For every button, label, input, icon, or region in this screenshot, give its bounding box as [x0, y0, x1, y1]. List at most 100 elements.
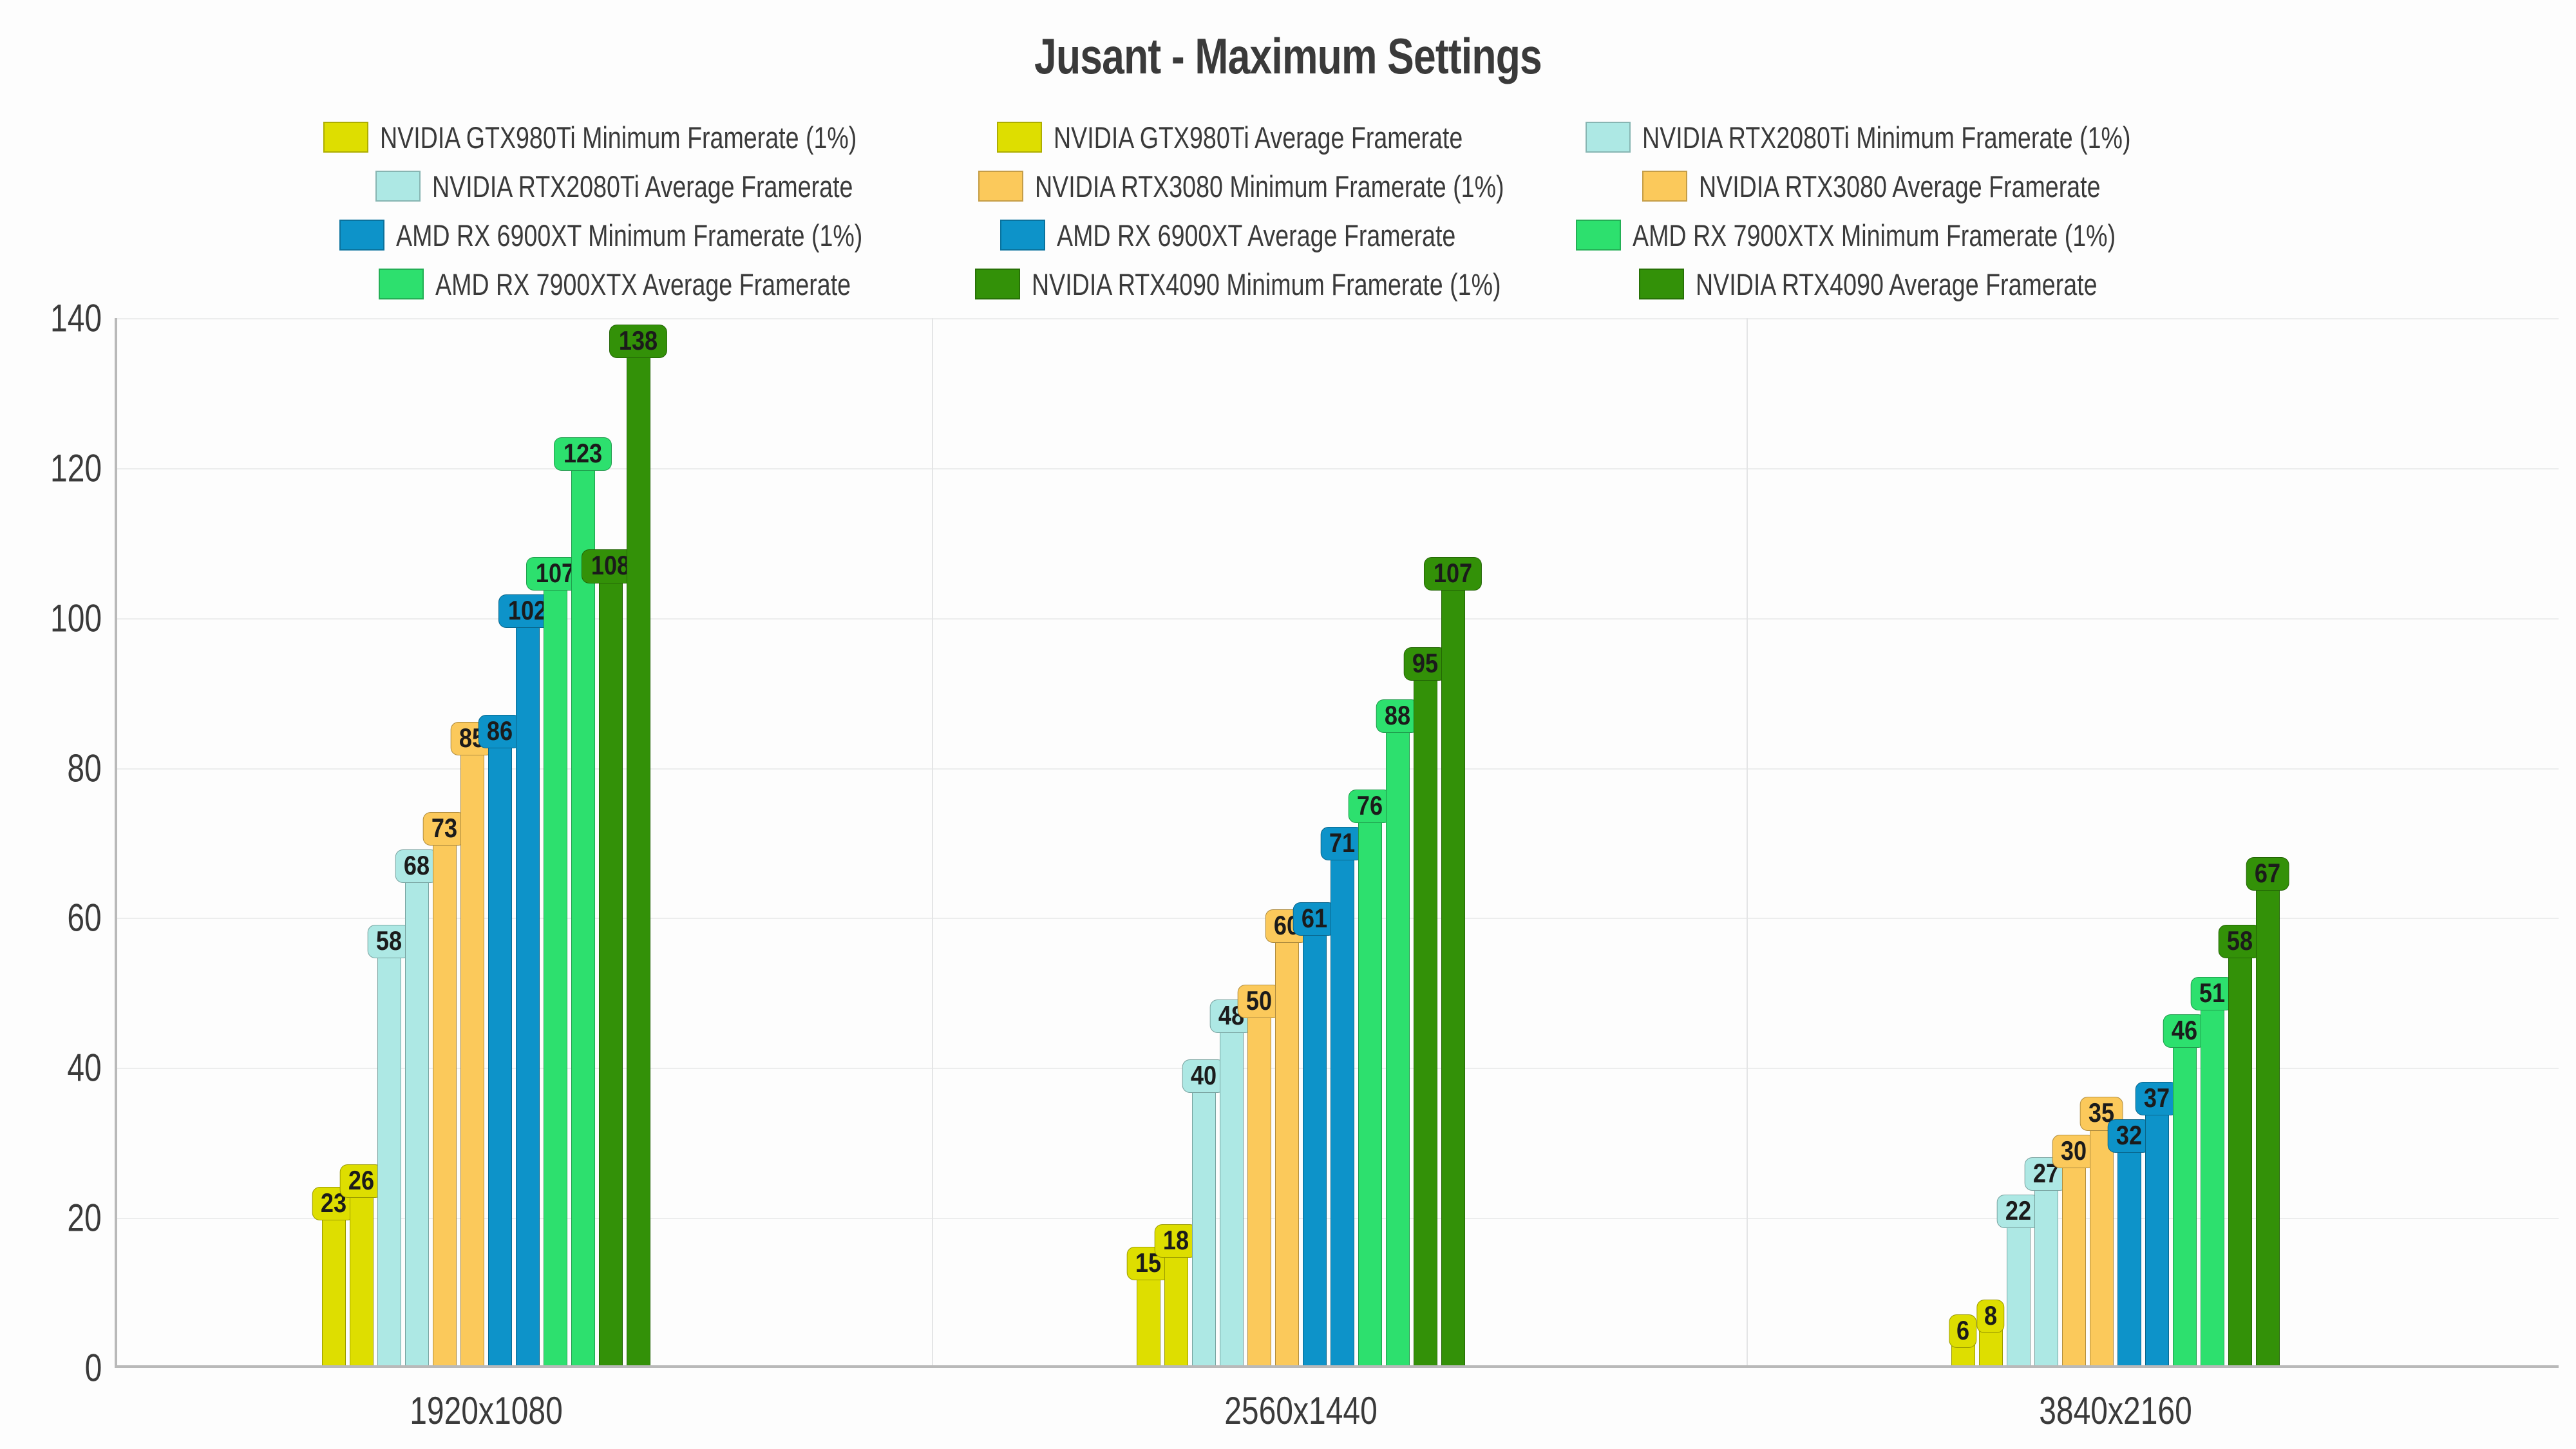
bar[interactable]: 102 — [498, 594, 557, 1365]
legend-item-label: AMD RX 7900XTX Minimum Framerate (1%) — [1632, 218, 2116, 252]
chart-title: Jusant - Maximum Settings — [1034, 28, 1542, 84]
legend-item[interactable]: NVIDIA GTX980Ti Average Framerate — [996, 120, 1565, 155]
y-axis-tick-label: 120 — [50, 446, 102, 490]
bar-value-label: 76 — [1348, 790, 1392, 824]
bar[interactable]: 46 — [2163, 1014, 2206, 1365]
legend-swatch-icon — [323, 122, 369, 153]
x-axis-tick-label: 3840x2160 — [2038, 1389, 2192, 1432]
bar[interactable]: 107 — [1423, 557, 1482, 1365]
bar[interactable]: 26 — [339, 1164, 383, 1365]
bar[interactable]: 71 — [1320, 827, 1364, 1365]
y-axis-tick-label: 0 — [84, 1346, 102, 1390]
legend-item-label: NVIDIA RTX3080 Minimum Framerate (1%) — [1035, 169, 1504, 204]
legend-swatch-icon — [375, 171, 421, 202]
gridline — [117, 618, 2559, 620]
bar-value-label: 71 — [1320, 827, 1364, 861]
bar[interactable]: 68 — [395, 849, 439, 1365]
legend-swatch-icon — [996, 122, 1042, 153]
bar[interactable]: 61 — [1293, 902, 1336, 1365]
legend-item[interactable]: NVIDIA RTX3080 Minimum Framerate (1%) — [978, 169, 1622, 204]
legend-swatch-icon — [978, 171, 1024, 202]
legend-row: NVIDIA GTX980Ti Minimum Framerate (1%) NV… — [97, 113, 2479, 162]
legend-swatch-icon — [1638, 269, 1684, 299]
bar[interactable]: 23 — [312, 1187, 355, 1365]
bar[interactable]: 48 — [1209, 999, 1253, 1365]
bar-value-label: 107 — [1423, 557, 1482, 591]
legend-item-label: NVIDIA RTX2080Ti Average Framerate — [431, 169, 853, 204]
group-separator — [1747, 318, 1748, 1365]
bar-value-label: 18 — [1154, 1224, 1198, 1258]
bar[interactable]: 60 — [1265, 909, 1309, 1365]
bar[interactable]: 51 — [2190, 977, 2234, 1365]
legend-item[interactable]: AMD RX 7900XTX Minimum Framerate (1%) — [1575, 218, 2237, 253]
bar[interactable]: 58 — [2218, 924, 2262, 1365]
bar[interactable]: 138 — [609, 325, 668, 1365]
bar-value-label: 95 — [1403, 647, 1447, 681]
plot-area: 0 20 40 60 80 100 120 140 23 26 58 68 73 85 86 102 107 1… — [50, 297, 2559, 1432]
bar-value-label: 86 — [478, 714, 522, 748]
bar[interactable]: 107 — [526, 557, 585, 1365]
gridline — [117, 318, 2559, 319]
bar[interactable]: 30 — [2052, 1134, 2096, 1365]
bar[interactable]: 8 — [1976, 1299, 2005, 1365]
legend-item-label: NVIDIA GTX980Ti Minimum Framerate (1%) — [380, 120, 857, 155]
legend-swatch-icon — [1585, 122, 1631, 153]
bar[interactable]: 27 — [2024, 1157, 2068, 1365]
legend-item[interactable]: NVIDIA GTX980Ti Minimum Framerate (1%) — [323, 120, 976, 155]
bar[interactable]: 6 — [1949, 1314, 1977, 1365]
bar-value-label: 22 — [1996, 1194, 2040, 1228]
bar[interactable]: 85 — [450, 722, 494, 1365]
bar[interactable]: 76 — [1348, 790, 1392, 1365]
y-axis-tick-label: 140 — [50, 296, 102, 340]
legend-item[interactable]: AMD RX 6900XT Minimum Framerate (1%) — [339, 218, 979, 253]
legend-swatch-icon — [378, 269, 424, 299]
legend-item-label: NVIDIA RTX3080 Average Framerate — [1699, 169, 2101, 204]
bar[interactable]: 67 — [2246, 857, 2289, 1365]
bar[interactable]: 37 — [2135, 1082, 2179, 1365]
bar[interactable]: 50 — [1237, 984, 1281, 1365]
legend-swatch-icon — [1575, 220, 1621, 251]
bar[interactable]: 95 — [1403, 647, 1447, 1365]
bar-value-label: 51 — [2190, 977, 2234, 1011]
legend-swatch-icon — [975, 269, 1021, 299]
y-axis-tick-label: 100 — [50, 596, 102, 640]
bar[interactable]: 15 — [1126, 1247, 1170, 1365]
bar[interactable]: 18 — [1154, 1224, 1198, 1365]
bar-value-label: 32 — [2107, 1119, 2151, 1153]
legend-item[interactable]: NVIDIA RTX2080Ti Average Framerate — [375, 169, 958, 204]
bar[interactable]: 123 — [553, 437, 612, 1365]
bar-value-label: 67 — [2246, 857, 2289, 891]
legend-item[interactable]: AMD RX 7900XTX Average Framerate — [378, 267, 954, 302]
bar-value-label: 58 — [2218, 924, 2262, 958]
bar-value-label: 58 — [367, 924, 411, 958]
bar[interactable]: 58 — [367, 924, 411, 1365]
bar[interactable]: 73 — [422, 811, 466, 1365]
legend-item[interactable]: NVIDIA RTX2080Ti Minimum Framerate (1%) — [1585, 120, 2253, 155]
legend-item-label: NVIDIA GTX980Ti Average Framerate — [1053, 120, 1463, 155]
bar[interactable]: 88 — [1376, 699, 1419, 1365]
bar-value-label: 8 — [1976, 1299, 2005, 1333]
legend-item-label: AMD RX 6900XT Minimum Framerate (1%) — [396, 218, 863, 252]
gridline — [117, 768, 2559, 770]
bars-layer: 23 26 58 68 73 85 86 102 107 123 108 138 15 18 40 48 50 6… — [117, 318, 2559, 1365]
bar-value-label: 37 — [2135, 1082, 2179, 1116]
y-axis-tick-label: 40 — [67, 1046, 102, 1090]
bar-value-label: 88 — [1376, 699, 1419, 734]
group-separator — [932, 318, 933, 1365]
bar-value-label: 40 — [1182, 1059, 1226, 1094]
bar[interactable]: 108 — [581, 549, 640, 1365]
bar-value-label: 123 — [553, 437, 612, 471]
legend-item[interactable]: NVIDIA RTX4090 Average Framerate — [1638, 267, 2197, 302]
bar[interactable]: 40 — [1182, 1059, 1226, 1365]
legend-item[interactable]: NVIDIA RTX3080 Average Framerate — [1642, 169, 2201, 204]
legend-item[interactable]: NVIDIA RTX4090 Minimum Framerate (1%) — [975, 267, 1618, 302]
x-axis-tick-label: 2560x1440 — [1224, 1389, 1378, 1432]
bar[interactable]: 86 — [478, 714, 522, 1365]
bar[interactable]: 32 — [2107, 1119, 2151, 1365]
legend-item[interactable]: AMD RX 6900XT Average Framerate — [999, 218, 1555, 253]
legend-swatch-icon — [1642, 171, 1688, 202]
legend-item-label: AMD RX 7900XTX Average Framerate — [435, 267, 851, 301]
bar[interactable]: 22 — [1996, 1194, 2040, 1365]
bar-value-label: 30 — [2052, 1134, 2096, 1168]
